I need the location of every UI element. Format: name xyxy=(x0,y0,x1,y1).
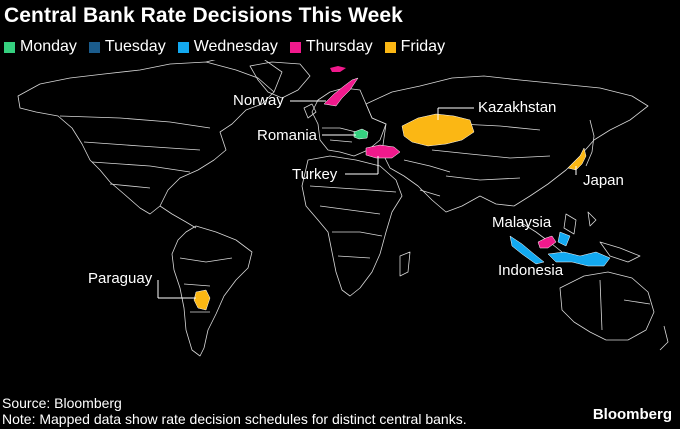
country-label-kazakhstan: Kazakhstan xyxy=(478,99,557,116)
legend-item-thursday: Thursday xyxy=(289,38,373,56)
legend-swatch-monday xyxy=(4,41,15,53)
country-japan xyxy=(567,147,587,171)
country-turkey xyxy=(365,144,401,159)
legend-item-wednesday: Wednesday xyxy=(177,38,278,56)
country-label-malaysia: Malaysia xyxy=(492,214,552,231)
asia-outline xyxy=(365,75,649,213)
legend-swatch-friday xyxy=(384,41,396,53)
legend-label-friday: Friday xyxy=(400,38,446,55)
country-label-turkey: Turkey xyxy=(292,166,338,183)
australia-outline xyxy=(559,271,655,341)
legend-label-monday: Monday xyxy=(20,38,77,55)
country-label-paraguay: Paraguay xyxy=(88,270,153,287)
country-romania xyxy=(353,128,369,140)
legend-label-thursday: Thursday xyxy=(305,38,373,55)
africa-outline xyxy=(301,155,403,297)
chart-title: Central Bank Rate Decisions This Week xyxy=(4,4,403,27)
legend-item-tuesday: Tuesday xyxy=(88,38,166,56)
country-norway xyxy=(323,77,359,107)
country-label-norway: Norway xyxy=(233,92,284,109)
country-paraguay xyxy=(193,289,211,311)
country-label-indonesia: Indonesia xyxy=(498,262,564,279)
legend-swatch-tuesday xyxy=(88,41,100,53)
greenland-outline xyxy=(249,61,311,99)
country-label-japan: Japan xyxy=(583,172,624,189)
legend-swatch-thursday xyxy=(289,41,301,53)
north-america-outline xyxy=(17,61,275,215)
country-norway-svalbard xyxy=(330,66,346,72)
country-malaysia xyxy=(537,235,557,249)
legend: Monday Tuesday Wednesday Thursday Friday xyxy=(4,38,457,56)
south-america-outline xyxy=(171,225,253,357)
legend-swatch-wednesday xyxy=(177,41,189,53)
world-map xyxy=(17,60,669,357)
legend-label-tuesday: Tuesday xyxy=(104,38,166,55)
country-kazakhstan xyxy=(401,113,475,147)
legend-item-monday: Monday xyxy=(4,38,77,56)
legend-label-wednesday: Wednesday xyxy=(193,38,278,55)
europe-outline xyxy=(311,87,387,157)
legend-item-friday: Friday xyxy=(384,38,446,56)
note-text: Note: Mapped data show rate decision sch… xyxy=(2,411,467,427)
source-text: Source: Bloomberg xyxy=(2,395,122,411)
bloomberg-logo: Bloomberg xyxy=(592,406,672,423)
country-label-romania: Romania xyxy=(257,127,318,144)
country-indonesia xyxy=(509,231,611,267)
